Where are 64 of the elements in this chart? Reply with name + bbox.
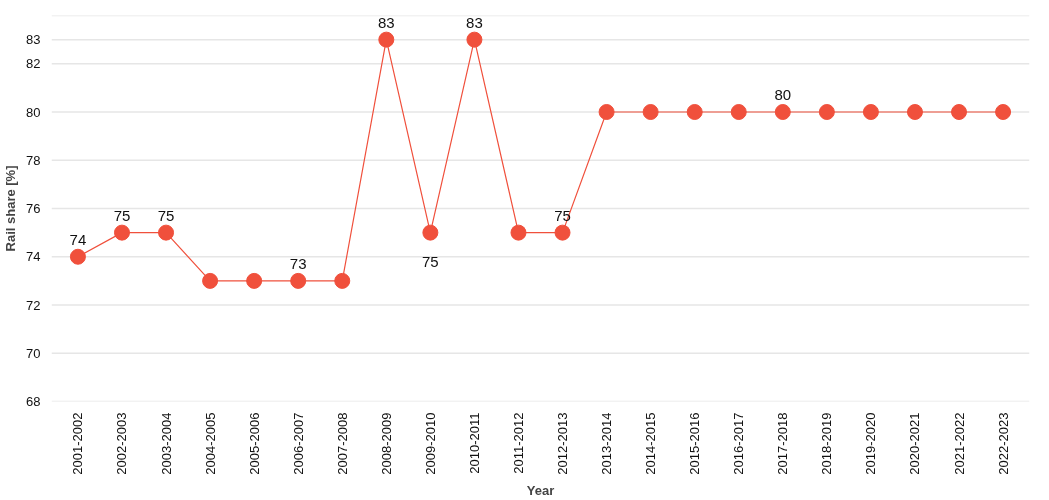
x-tick-label: 2016-2017 [731, 412, 747, 475]
x-tick-label: 2015-2016 [687, 412, 703, 475]
x-tick-label: 2017-2018 [775, 412, 791, 475]
data-label: 75 [157, 206, 175, 224]
y-tick-label: 76 [26, 201, 41, 216]
point [686, 104, 703, 120]
x-tick-label: 2001-2002 [70, 412, 86, 475]
point [466, 31, 483, 48]
data-label: 74 [69, 230, 87, 248]
point [246, 272, 263, 289]
point [202, 272, 219, 289]
data-label: 80 [774, 86, 792, 103]
x-tick-label: 2020-2021 [907, 412, 923, 475]
x-tick-label: 2009-2010 [422, 412, 438, 475]
y-tick-label: 78 [26, 152, 41, 168]
point [774, 104, 791, 120]
point [818, 104, 835, 120]
point [554, 224, 571, 241]
x-tick-label: 2005-2006 [246, 412, 262, 475]
x-tick-label: 2006-2007 [290, 412, 306, 475]
x-tick-label: 2014-2015 [643, 412, 659, 475]
data-label: 73 [289, 254, 307, 272]
x-axis-title: Year [526, 482, 555, 498]
point [642, 104, 659, 120]
point [378, 31, 395, 48]
y-tick-label: 68 [26, 394, 41, 409]
y-tick-label: 74 [26, 249, 41, 265]
x-tick-label: 2013-2014 [599, 412, 615, 475]
y-tick-label: 72 [26, 297, 41, 313]
x-tick-label: 2019-2020 [863, 412, 879, 475]
point [906, 104, 923, 120]
point [334, 272, 351, 289]
data-label: 83 [377, 13, 395, 31]
x-tick-label: 2002-2003 [114, 412, 130, 475]
x-tick-label: 2003-2004 [158, 412, 174, 475]
point [290, 272, 307, 289]
x-tick-label: 2021-2022 [951, 412, 967, 475]
x-tick-label: 2008-2009 [378, 412, 394, 475]
point [510, 224, 527, 241]
data-label: 75 [422, 252, 439, 270]
data-label: 83 [466, 13, 483, 31]
y-axis-title: Rail share [%] [3, 165, 19, 252]
point [730, 104, 747, 120]
x-tick-label: 2011-2012 [510, 412, 526, 474]
point [995, 104, 1012, 120]
point [158, 224, 175, 241]
y-tick-label: 82 [26, 56, 41, 72]
x-tick-label: 2007-2008 [334, 412, 350, 475]
data-label: 75 [554, 206, 571, 224]
y-tick-label: 83 [26, 32, 41, 48]
x-tick-label: 2022-2023 [995, 412, 1011, 475]
y-tick-label: 80 [26, 104, 41, 120]
point [951, 104, 968, 120]
point [422, 224, 439, 241]
x-tick-label: 2004-2005 [202, 412, 218, 475]
x-tick-label: 2010-2011 [466, 412, 482, 474]
data-label: 75 [113, 206, 131, 224]
x-tick-label: 2018-2019 [819, 412, 835, 475]
point [598, 104, 615, 120]
point [113, 224, 130, 241]
y-tick-label: 70 [26, 345, 41, 361]
point [862, 104, 879, 120]
point [69, 248, 86, 265]
x-tick-label: 2012-2013 [555, 412, 571, 475]
